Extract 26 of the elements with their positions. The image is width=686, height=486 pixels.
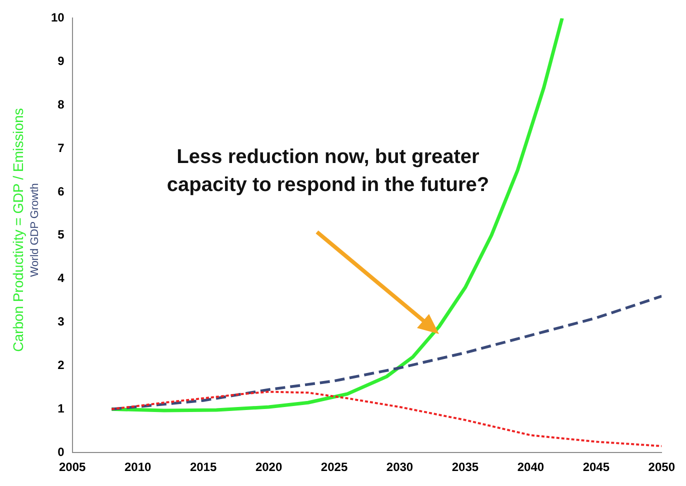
y-tick-label: 10 bbox=[50, 10, 65, 25]
line-series bbox=[110, 390, 662, 448]
x-tick-label: 2045 bbox=[582, 460, 610, 474]
line-series bbox=[110, 294, 662, 411]
y-tick-label: 5 bbox=[58, 228, 65, 242]
y-tick-label: 8 bbox=[58, 97, 65, 112]
x-tick-label: 2035 bbox=[452, 460, 479, 474]
text: World GDP Growth bbox=[29, 183, 42, 277]
x-tick-label: 2015 bbox=[190, 460, 217, 474]
y-axis-title: Carbon Productivity = GDP / Emissions bbox=[10, 108, 26, 352]
y-tick-label: 1 bbox=[58, 401, 65, 416]
x-tick-label: 2050 bbox=[648, 460, 676, 474]
y-tick-label: 4 bbox=[58, 271, 65, 286]
y-tick-label: 6 bbox=[58, 184, 65, 198]
y-tick-label: 9 bbox=[58, 54, 65, 68]
y-tick-label: 3 bbox=[58, 314, 65, 329]
x-tick-label: 2040 bbox=[517, 460, 544, 474]
x-tick-label: 2010 bbox=[124, 460, 152, 474]
annotation: Less reduction now, but greater capacity to respond in the future? bbox=[166, 145, 490, 198]
x-tick-label: 2025 bbox=[320, 460, 348, 474]
y-tick-label: 0 bbox=[58, 444, 65, 459]
x-tick-label: 2030 bbox=[386, 460, 414, 474]
x-tick-label: 2020 bbox=[255, 460, 282, 474]
x-tick-label: 2005 bbox=[58, 460, 86, 474]
y-tick-label: 2 bbox=[58, 358, 65, 372]
y-tick-label: 7 bbox=[58, 140, 65, 155]
